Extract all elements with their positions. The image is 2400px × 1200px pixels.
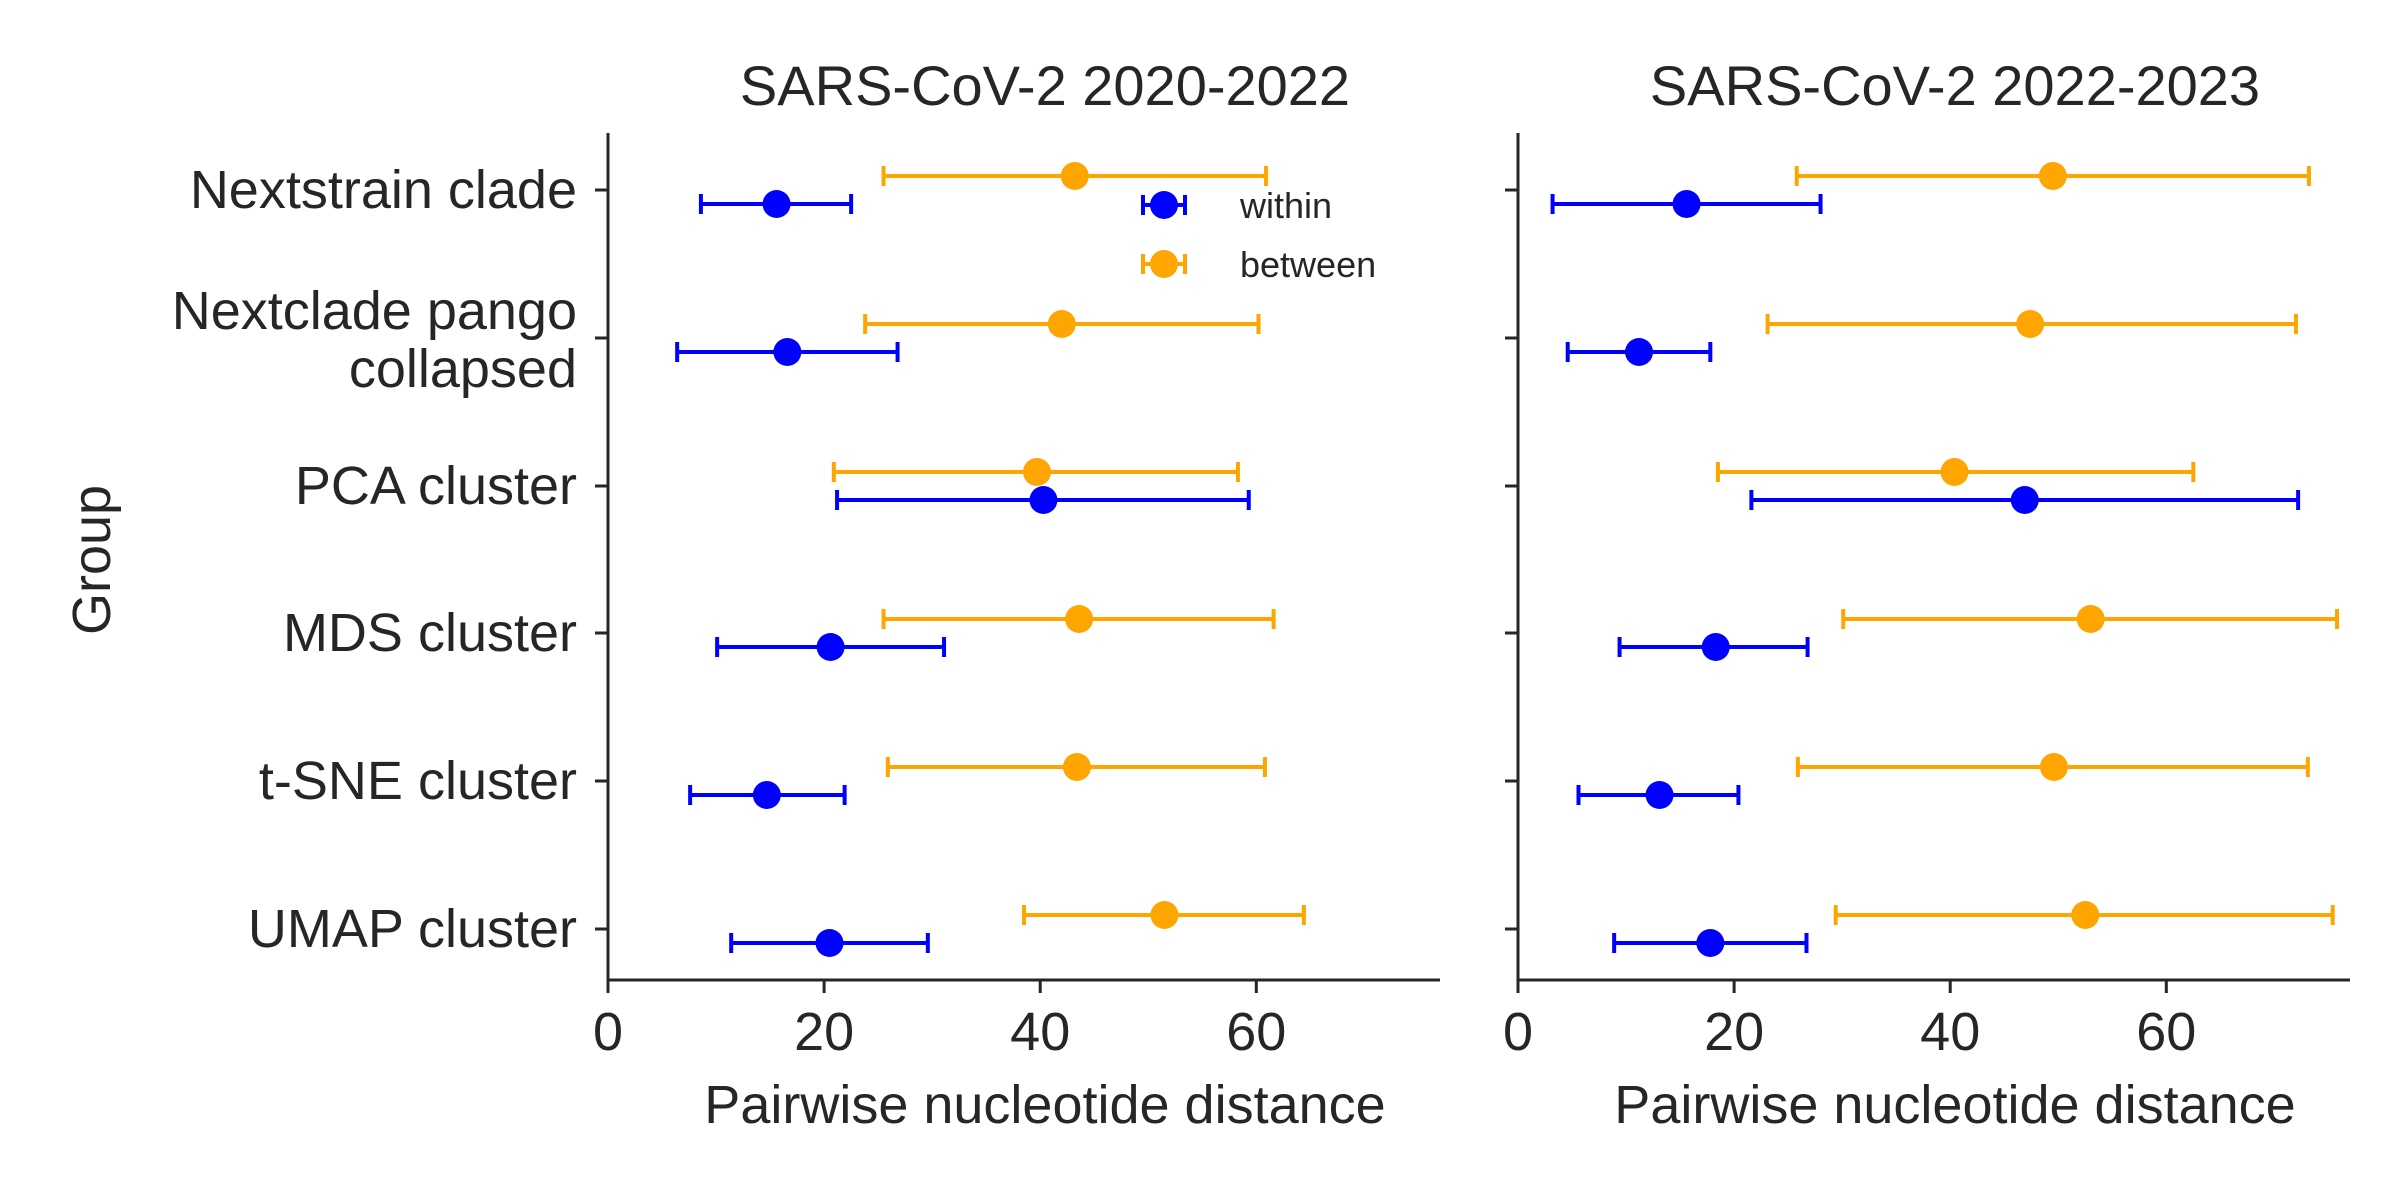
x-axis-title: Pairwise nucleotide distance xyxy=(1614,1075,2295,1135)
point-within-5 xyxy=(1696,929,1725,957)
point-within-2 xyxy=(2010,486,2039,514)
point-between-3 xyxy=(2076,605,2105,633)
x-tick-label: 0 xyxy=(1503,1002,1533,1062)
point-within-5 xyxy=(815,929,844,957)
axis-spines xyxy=(606,133,1440,982)
y-axis-title: Group xyxy=(62,485,122,635)
point-between-4 xyxy=(1062,753,1091,781)
x-tick-label: 60 xyxy=(2136,1002,2196,1062)
legend-entry-within: within xyxy=(1141,185,1332,226)
point-between-0 xyxy=(2038,162,2067,190)
panel-left: SARS-CoV-2 2020-2022 Group Pairwise nucl… xyxy=(62,54,1440,1135)
x-tick-label: 40 xyxy=(1010,1002,1070,1062)
legend-between-label: between xyxy=(1240,244,1376,285)
point-within-3 xyxy=(816,633,845,661)
point-between-3 xyxy=(1065,605,1094,633)
legend-within-marker xyxy=(1150,191,1178,219)
point-between-5 xyxy=(1150,901,1179,929)
y-category-label: Nextclade pango xyxy=(172,281,577,341)
point-between-5 xyxy=(2071,901,2100,929)
data-marks xyxy=(1550,162,2340,957)
legend-entry-between: between xyxy=(1141,244,1376,285)
x-ticks: 0 20 40 60 xyxy=(593,980,1286,1062)
data-marks xyxy=(675,162,1306,957)
x-ticks: 0 20 40 60 xyxy=(1503,980,2196,1062)
x-axis-title: Pairwise nucleotide distance xyxy=(704,1075,1385,1135)
point-within-3 xyxy=(1701,633,1730,661)
x-tick-label: 60 xyxy=(1226,1002,1286,1062)
point-within-0 xyxy=(1672,190,1701,218)
category-labels: Nextstrain clade Nextclade pangocollapsed… xyxy=(172,160,577,959)
point-within-1 xyxy=(773,338,802,366)
point-between-1 xyxy=(1047,310,1076,338)
point-within-4 xyxy=(1645,781,1674,809)
y-category-label: Nextstrain clade xyxy=(190,160,577,220)
point-within-2 xyxy=(1029,486,1058,514)
panel-title: SARS-CoV-2 2020-2022 xyxy=(740,54,1350,117)
x-tick-label: 0 xyxy=(593,1002,623,1062)
point-between-1 xyxy=(2016,310,2045,338)
point-between-4 xyxy=(2039,753,2068,781)
panel-right: SARS-CoV-2 2022-2023 Pairwise nucleotide… xyxy=(1503,54,2350,1135)
legend: within between xyxy=(1141,185,1376,285)
point-between-2 xyxy=(1940,458,1969,486)
x-tick-label: 40 xyxy=(1920,1002,1980,1062)
legend-within-label: within xyxy=(1239,185,1332,226)
x-tick-label: 20 xyxy=(1704,1002,1764,1062)
y-category-label: collapsed xyxy=(349,339,577,399)
y-ticks xyxy=(595,188,608,931)
point-within-0 xyxy=(762,190,791,218)
point-within-4 xyxy=(752,781,781,809)
point-between-0 xyxy=(1060,162,1089,190)
point-between-2 xyxy=(1022,458,1051,486)
axis-spines xyxy=(1516,133,2350,982)
point-within-1 xyxy=(1625,338,1654,366)
y-category-label: UMAP cluster xyxy=(248,899,577,959)
legend-between-marker xyxy=(1150,250,1178,278)
y-ticks xyxy=(1505,188,1518,931)
y-category-label: MDS cluster xyxy=(283,603,577,663)
y-category-label: t-SNE cluster xyxy=(259,751,577,811)
panel-title: SARS-CoV-2 2022-2023 xyxy=(1650,54,2260,117)
x-tick-label: 20 xyxy=(794,1002,854,1062)
y-category-label: PCA cluster xyxy=(295,456,577,516)
